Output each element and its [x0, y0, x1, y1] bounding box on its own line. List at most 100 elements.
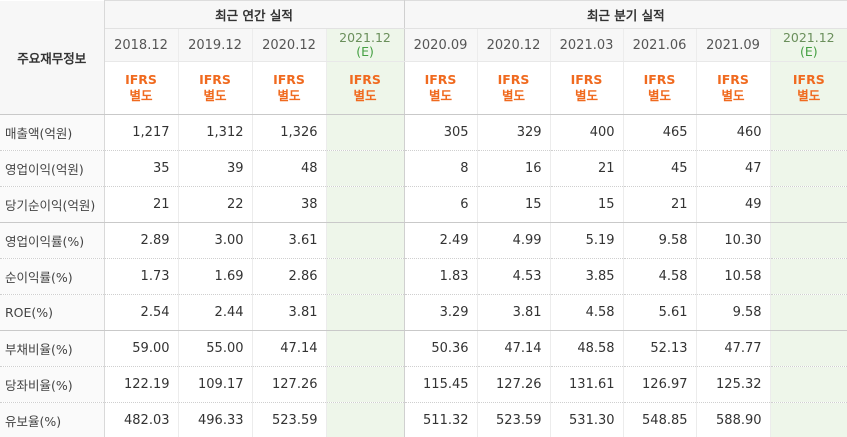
accounting-standard-label: IFRS 별도	[326, 61, 405, 115]
value-cell: 5.19	[550, 222, 624, 259]
period-header: 2021.03	[550, 28, 624, 62]
period-header: 2021.09	[696, 28, 771, 62]
accounting-standard-label: IFRS 별도	[477, 61, 551, 115]
table-row: 부채비율(%) 59.00 55.00 47.14 50.36 47.14 48.58 52.…	[0, 330, 847, 367]
estimate-cell	[326, 114, 405, 151]
table-row: 매출액(억원) 1,217 1,312 1,326 305 329 400 465 460	[0, 114, 847, 151]
value-cell: 1.73	[104, 258, 179, 295]
period-label: 2021.12	[339, 30, 391, 45]
estimate-cell	[326, 150, 405, 187]
value-cell: 38	[252, 186, 327, 223]
accounting-standard-label: IFRS 별도	[550, 61, 624, 115]
value-cell: 531.30	[550, 402, 624, 437]
value-cell: 1.69	[178, 258, 253, 295]
value-cell: 548.85	[623, 402, 697, 437]
value-cell: 127.26	[477, 366, 551, 403]
value-cell: 15	[550, 186, 624, 223]
ifrs-text: IFRS	[497, 72, 530, 87]
value-cell: 2.89	[104, 222, 179, 259]
accounting-standard-label: IFRS 별도	[696, 61, 771, 115]
standalone-text: 별도	[353, 88, 377, 103]
table-row: 당기순이익(억원) 21 22 38 6 15 15 21 49	[0, 186, 847, 223]
standalone-text: 별도	[721, 88, 745, 103]
table-row: 순이익률(%) 1.73 1.69 2.86 1.83 4.53 3.85 4.58 10.58	[0, 258, 847, 295]
standalone-text: 별도	[648, 88, 672, 103]
table-row: ROE(%) 2.54 2.44 3.81 3.29 3.81 4.58 5.61 9.58	[0, 294, 847, 331]
value-cell: 126.97	[623, 366, 697, 403]
table-row: 영업이익(억원) 35 39 48 8 16 21 45 47	[0, 150, 847, 187]
row-label: 매출액(억원)	[0, 114, 105, 151]
value-cell: 22	[178, 186, 253, 223]
value-cell: 523.59	[252, 402, 327, 437]
value-cell: 1,312	[178, 114, 253, 151]
table-row: 유보율(%) 482.03 496.33 523.59 511.32 523.59 531.…	[0, 402, 847, 437]
estimate-cell	[770, 114, 847, 151]
estimate-cell	[326, 258, 405, 295]
value-cell: 15	[477, 186, 551, 223]
period-header-row: 2018.12 2019.12 2020.12 2021.12 (E) 2020…	[0, 28, 847, 62]
ifrs-text: IFRS	[199, 72, 231, 87]
estimate-cell	[326, 186, 405, 223]
estimate-cell	[326, 222, 405, 259]
accounting-standard-label: IFRS 별도	[104, 61, 179, 115]
estimate-cell	[326, 366, 405, 403]
period-header: 2019.12	[178, 28, 253, 62]
value-cell: 305	[404, 114, 478, 151]
ifrs-text: IFRS	[273, 72, 305, 87]
row-label: 당기순이익(억원)	[0, 186, 105, 223]
value-cell: 3.00	[178, 222, 253, 259]
accounting-standard-row: IFRS 별도 IFRS 별도 IFRS 별도 IFRS 별도 IFRS 별도 IFRS 별…	[0, 61, 847, 115]
value-cell: 48.58	[550, 330, 624, 367]
estimate-mark: (E)	[799, 44, 818, 59]
accounting-standard-label: IFRS 별도	[178, 61, 253, 115]
value-cell: 50.36	[404, 330, 478, 367]
value-cell: 131.61	[550, 366, 624, 403]
value-cell: 3.85	[550, 258, 624, 295]
value-cell: 6	[404, 186, 478, 223]
value-cell: 127.26	[252, 366, 327, 403]
estimate-cell	[770, 186, 847, 223]
value-cell: 10.58	[696, 258, 771, 295]
value-cell: 52.13	[623, 330, 697, 367]
ifrs-text: IFRS	[643, 72, 676, 87]
ifrs-text: IFRS	[125, 72, 157, 87]
ifrs-text: IFRS	[570, 72, 603, 87]
period-header: 2020.12	[252, 28, 327, 62]
table-row: 당좌비율(%) 122.19 109.17 127.26 115.45 127.26 131…	[0, 366, 847, 403]
quarter-group-header: 최근 분기 실적	[404, 0, 847, 29]
period-header-estimate: 2021.12 (E)	[770, 28, 847, 62]
value-cell: 460	[696, 114, 771, 151]
ifrs-text: IFRS	[349, 72, 381, 87]
value-cell: 47.14	[252, 330, 327, 367]
value-cell: 4.58	[550, 294, 624, 331]
standalone-text: 별도	[502, 88, 526, 103]
value-cell: 9.58	[696, 294, 771, 331]
value-cell: 5.61	[623, 294, 697, 331]
row-label: 영업이익률(%)	[0, 222, 105, 259]
period-header: 2020.09	[404, 28, 478, 62]
value-cell: 1.83	[404, 258, 478, 295]
value-cell: 9.58	[623, 222, 697, 259]
value-cell: 1,326	[252, 114, 327, 151]
value-cell: 39	[178, 150, 253, 187]
standalone-text: 별도	[277, 88, 301, 103]
value-cell: 496.33	[178, 402, 253, 437]
value-cell: 523.59	[477, 402, 551, 437]
value-cell: 47.77	[696, 330, 771, 367]
table-row: 영업이익률(%) 2.89 3.00 3.61 2.49 4.99 5.19 9.58 10.3…	[0, 222, 847, 259]
estimate-cell	[770, 222, 847, 259]
row-label: 순이익률(%)	[0, 258, 105, 295]
value-cell: 125.32	[696, 366, 771, 403]
value-cell: 16	[477, 150, 551, 187]
value-cell: 21	[623, 186, 697, 223]
value-cell: 2.49	[404, 222, 478, 259]
row-label: ROE(%)	[0, 294, 105, 331]
value-cell: 2.44	[178, 294, 253, 331]
value-cell: 45	[623, 150, 697, 187]
estimate-cell	[326, 330, 405, 367]
row-label: 영업이익(억원)	[0, 150, 105, 187]
ifrs-text: IFRS	[792, 72, 825, 87]
corner-label: 주요재무정보	[0, 0, 105, 115]
value-cell: 35	[104, 150, 179, 187]
